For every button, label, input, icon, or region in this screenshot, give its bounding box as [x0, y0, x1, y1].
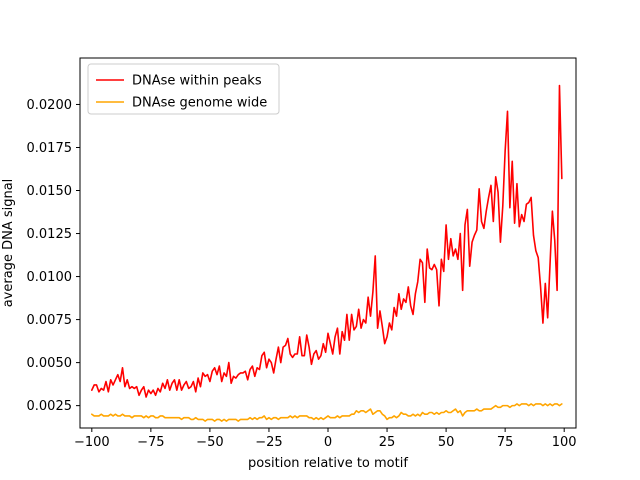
x-axis: −100 −75 −50 −25 0 25 50 75 100 — [74, 428, 577, 450]
x-tick-label: −50 — [196, 435, 223, 450]
y-axis: 0.0025 0.0050 0.0075 0.0100 0.0125 0.0150 0.01… — [27, 98, 80, 414]
y-tick-label: 0.0075 — [27, 313, 73, 328]
y-tick-label: 0.0025 — [27, 399, 73, 414]
x-tick-label: 75 — [497, 435, 514, 450]
x-tick-label: 25 — [379, 435, 396, 450]
x-tick-label: 0 — [324, 435, 332, 450]
series-layer — [91, 84, 563, 422]
series-line-1 — [91, 84, 563, 398]
y-tick-label: 0.0175 — [27, 141, 73, 156]
series-line-2 — [91, 403, 563, 422]
y-tick-label: 0.0050 — [27, 356, 73, 371]
y-axis-label: average DNA signal — [1, 179, 16, 308]
x-tick-label: −75 — [137, 435, 164, 450]
x-tick-label: −100 — [74, 435, 110, 450]
x-axis-label: position relative to motif — [248, 456, 408, 471]
x-tick-label: 50 — [438, 435, 455, 450]
x-tick-label: 100 — [552, 435, 577, 450]
legend-box — [87, 63, 280, 115]
legend: DNAse within peaks DNAse genome wide — [87, 63, 280, 115]
y-tick-label: 0.0100 — [27, 270, 73, 285]
legend-label: DNAse genome wide — [132, 96, 267, 111]
y-tick-label: 0.0200 — [27, 98, 73, 113]
x-tick-label: −25 — [255, 435, 282, 450]
y-tick-label: 0.0125 — [27, 227, 73, 242]
legend-label: DNAse within peaks — [132, 74, 262, 89]
y-tick-label: 0.0150 — [27, 184, 73, 199]
